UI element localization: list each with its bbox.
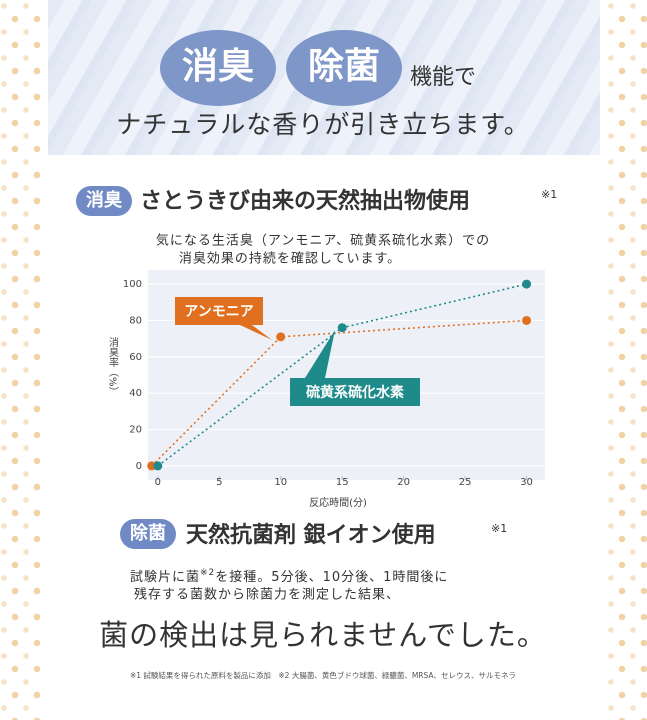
badge-bubble — [286, 30, 402, 106]
section-title: さとうきび由来の天然抽出物使用 — [140, 188, 470, 214]
header-badge: 除菌 — [308, 46, 380, 87]
data-point — [522, 315, 532, 325]
section-note: ※1 — [491, 522, 507, 535]
y-tick-label: 20 — [129, 425, 142, 436]
x-tick-label: 20 — [397, 477, 410, 488]
section-note: ※1 — [541, 188, 557, 201]
legend-box — [290, 378, 420, 406]
section-description: 試験片に菌※2を接種。5分後、10分後、1時間後に — [130, 568, 448, 585]
x-tick-label: 0 — [155, 477, 161, 488]
section-description: 気になる生活臭（アンモニア、硫黄系硫化水素）での — [156, 233, 490, 249]
x-tick-label: 10 — [274, 477, 287, 488]
result-text: 菌の検出は見られませんでした。 — [99, 618, 547, 652]
chart: 0 20 40 60 80 100 0 5 10 15 20 25 30 反応時間(分) 消臭率（%） アンモ… — [107, 279, 545, 509]
header-badge: 消臭 — [182, 46, 254, 87]
text-part: を接種。5分後、10分後、1時間後に — [215, 569, 448, 585]
x-tick-label: 5 — [216, 477, 222, 488]
data-point — [337, 323, 347, 333]
legend-box — [175, 297, 263, 325]
y-tick-label: 40 — [129, 388, 142, 399]
section-description: 消臭効果の持続を確認しています。 — [179, 251, 401, 267]
header-suffix: 機能で — [410, 65, 476, 90]
x-axis-label: 反応時間(分) — [309, 497, 367, 509]
text-note: ※2 — [200, 568, 215, 578]
section-description: 残存する菌数から除菌力を測定した結果、 — [134, 588, 400, 603]
y-tick-label: 60 — [129, 352, 142, 363]
legend-label: 硫黄系硫化水素 — [306, 384, 404, 401]
y-axis-label: 消臭率（%） — [107, 336, 119, 397]
y-tick-label: 80 — [129, 315, 142, 326]
callout-tail — [305, 330, 335, 378]
header-subtitle: ナチュラルな香りが引き立ちます。 — [116, 110, 530, 139]
dot-border-left — [0, 0, 40, 720]
y-tick-label: 100 — [123, 279, 142, 290]
badge-bubble — [160, 30, 276, 106]
section-title: 天然抗菌剤 銀イオン使用 — [186, 522, 436, 548]
section-badge-text: 消臭 — [86, 189, 123, 211]
data-point — [276, 332, 286, 342]
x-tick-label: 15 — [336, 477, 349, 488]
x-tick-label: 30 — [520, 477, 533, 488]
section-badge-text: 除菌 — [130, 522, 166, 544]
dot-border-right — [607, 0, 647, 720]
section-badge — [120, 519, 176, 549]
legend-label: アンモニア — [184, 304, 253, 320]
y-tick-label: 0 — [136, 461, 142, 472]
text-part: 試験片に菌 — [130, 570, 200, 585]
callout-tail — [240, 325, 272, 340]
series-line — [151, 319, 527, 467]
x-tick-label: 25 — [459, 477, 472, 488]
section-badge — [76, 186, 132, 216]
footnotes: ※1 試験結果を得られた原料を製品に添加 ※2 大腸菌、黄色ブドウ球菌、緑膿菌、… — [130, 670, 516, 680]
data-point — [153, 461, 163, 471]
data-point — [522, 279, 532, 289]
